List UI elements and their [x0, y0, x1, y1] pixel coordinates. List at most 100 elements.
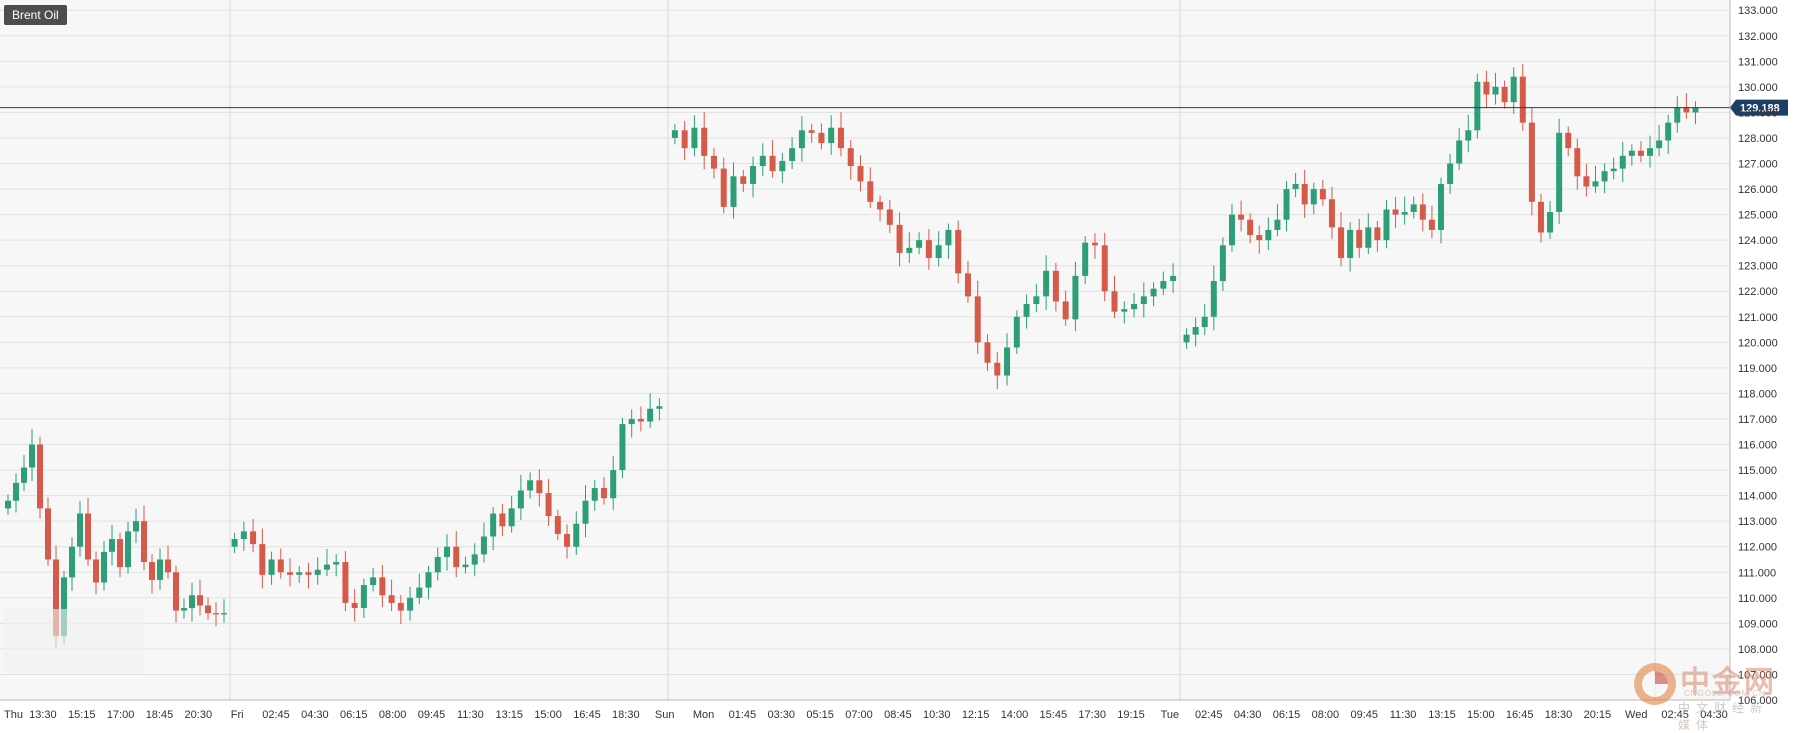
candle: [906, 232, 913, 263]
candle-body: [564, 533, 571, 547]
candle: [1256, 225, 1263, 254]
candle: [710, 147, 717, 179]
candle: [323, 549, 330, 577]
candle: [1121, 301, 1128, 324]
candle: [117, 532, 123, 578]
candle-body: [1356, 229, 1363, 248]
candle: [1219, 237, 1226, 291]
candle-body: [701, 127, 708, 156]
candle: [125, 521, 131, 574]
x-tick-label: 11:30: [457, 709, 484, 721]
candle: [1592, 165, 1599, 193]
y-tick-label: 129.000: [1738, 107, 1778, 119]
candle: [628, 409, 635, 438]
candle-body: [296, 572, 303, 575]
candle: [21, 455, 27, 492]
candle-body: [1072, 275, 1079, 320]
candle-body: [750, 166, 757, 184]
candle-body: [250, 531, 257, 545]
x-tick-label: 07:00: [845, 709, 873, 721]
candle: [1547, 201, 1554, 239]
candle: [994, 351, 1001, 390]
candle-body: [165, 559, 171, 573]
candle-body: [1492, 86, 1499, 95]
candle: [342, 551, 349, 612]
candle-body: [351, 602, 358, 609]
candle-body: [1150, 288, 1157, 297]
candle-body: [61, 577, 67, 637]
candle-body: [759, 155, 766, 167]
candle: [508, 495, 515, 533]
y-tick-label: 114.000: [1738, 491, 1777, 503]
candle: [277, 548, 284, 579]
candle-body: [527, 480, 534, 491]
candle-body: [1131, 304, 1138, 310]
candle: [857, 155, 864, 192]
candle-body: [1547, 212, 1554, 233]
candle: [213, 602, 219, 627]
candle-body: [789, 148, 796, 161]
candle: [600, 476, 607, 505]
candle: [133, 508, 139, 544]
y-tick-label: 121.000: [1738, 312, 1778, 324]
candle-body: [13, 482, 19, 501]
x-tick-label: 17:00: [107, 709, 135, 721]
x-tick-label: 04:30: [1700, 709, 1728, 721]
candle-body: [1062, 301, 1069, 320]
candle: [582, 485, 589, 538]
candle-body: [1328, 199, 1335, 228]
candle: [287, 558, 294, 587]
candle-body: [867, 181, 874, 202]
candle-body: [994, 362, 1001, 376]
candle: [681, 120, 688, 160]
x-tick-label: 11:30: [1390, 709, 1417, 721]
candle: [886, 200, 893, 233]
candle-body: [268, 559, 275, 575]
candle: [13, 473, 19, 513]
candle: [1501, 80, 1508, 109]
y-tick-label: 127.000: [1738, 159, 1778, 171]
candle: [769, 140, 776, 178]
candle-body: [720, 168, 727, 207]
candle: [779, 153, 786, 183]
candle-body: [916, 240, 923, 248]
candle-body: [628, 418, 635, 425]
x-tick-label: 18:30: [612, 709, 640, 721]
y-tick-label: 117.000: [1738, 414, 1777, 426]
candle: [1274, 204, 1281, 237]
candle: [1456, 127, 1463, 170]
candle-body: [730, 176, 737, 207]
candle-body: [1419, 204, 1426, 220]
candle: [296, 565, 303, 583]
candle-body: [1474, 81, 1481, 131]
candle-body: [935, 245, 942, 259]
candle: [1111, 275, 1118, 319]
candle-body: [740, 176, 747, 184]
candle-body: [877, 201, 884, 210]
candle: [974, 280, 981, 355]
candle: [1033, 283, 1040, 313]
y-tick-label: 120.000: [1738, 337, 1778, 349]
candle-body: [554, 516, 561, 534]
candle: [1328, 186, 1335, 240]
candle: [259, 528, 266, 589]
x-tick-label: Tue: [1161, 709, 1180, 721]
candle: [1565, 126, 1572, 157]
candle-body: [444, 546, 450, 557]
candle-body: [1238, 214, 1245, 220]
candle: [916, 232, 923, 255]
y-tick-label: 126.000: [1738, 184, 1778, 196]
candle: [517, 474, 524, 521]
grid-lines: [0, 0, 1730, 701]
instrument-badge: Brent Oil: [4, 5, 67, 25]
candle: [1528, 107, 1535, 216]
x-tick-label: 06:15: [1273, 709, 1301, 721]
x-tick-label: 02:45: [1195, 709, 1223, 721]
candle-body: [573, 523, 580, 547]
candle-body: [1283, 189, 1290, 220]
candle-body: [1043, 270, 1050, 297]
candle: [1004, 333, 1011, 386]
candle-body: [287, 572, 294, 575]
y-tick-label: 110.000: [1738, 593, 1777, 605]
candle: [527, 472, 534, 499]
